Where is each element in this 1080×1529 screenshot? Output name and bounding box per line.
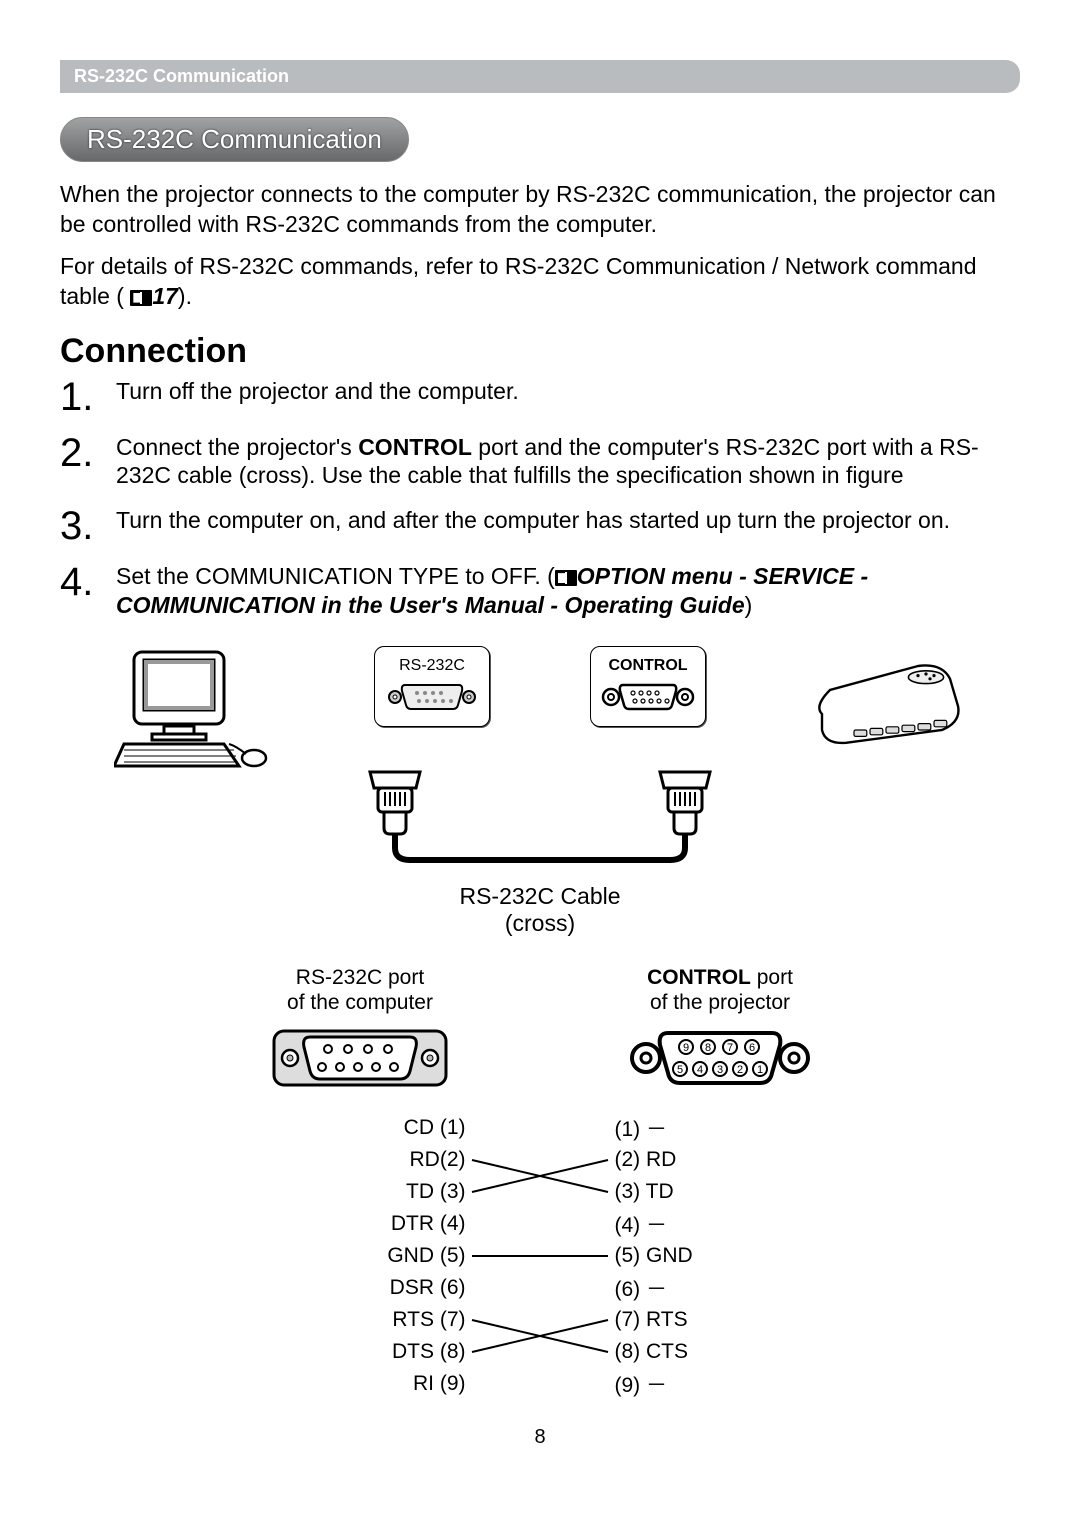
- step-2: 2. Connect the projector's CONTROL port …: [60, 433, 1020, 491]
- step4-c: ): [745, 592, 753, 618]
- pin-right-label: (3) TD: [609, 1180, 821, 1204]
- pin-left-label: DTS (8): [260, 1340, 472, 1364]
- step2-b: CONTROL: [358, 434, 472, 460]
- svg-text:5: 5: [677, 1064, 683, 1076]
- pin-row: DTS (8) (8) CTS: [260, 1336, 820, 1368]
- step-number: 4.: [60, 562, 104, 620]
- proj-port-title-1b: port: [751, 966, 793, 989]
- svg-text:9: 9: [683, 1042, 689, 1054]
- pin-right-label: (5) GND: [609, 1244, 821, 1268]
- step-1: 1. Turn off the projector and the comput…: [60, 377, 1020, 417]
- db9-small-icon: [385, 679, 479, 715]
- projector-icon: [806, 646, 966, 766]
- proj-port-title-1a: CONTROL: [647, 966, 751, 989]
- intro-paragraph-2: For details of RS-232C commands, refer t…: [60, 252, 1020, 312]
- pin-left-label: RI (9): [260, 1372, 472, 1396]
- step-number: 3.: [60, 506, 104, 546]
- pin-left-label: RTS (7): [260, 1308, 472, 1332]
- step2-a: Connect the projector's: [116, 434, 358, 460]
- computer-icon: [114, 646, 274, 776]
- header-bar: RS-232C Communication: [60, 60, 1020, 93]
- svg-text:6: 6: [749, 1042, 755, 1054]
- pin-row: DSR (6) (6) －: [260, 1272, 820, 1304]
- pc-port-title-1: RS-232C port: [296, 966, 424, 989]
- step-4: 4. Set the COMMUNICATION TYPE to OFF. (O…: [60, 562, 1020, 620]
- page-number: 8: [60, 1426, 1020, 1449]
- cable-icon: [60, 770, 1020, 875]
- pin-left-label: TD (3): [260, 1180, 472, 1204]
- rs232c-label: RS-232C: [385, 657, 479, 675]
- pin-row: RTS (7) (7) RTS: [260, 1304, 820, 1336]
- svg-text:3: 3: [717, 1064, 723, 1076]
- db9-large-numbered-icon: 9 8 7 6 5 4 3 2 1: [630, 1023, 810, 1093]
- pin-left-label: RD(2): [260, 1148, 472, 1172]
- pin-left-label: GND (5): [260, 1244, 472, 1268]
- pc-port-title-2: of the computer: [287, 991, 433, 1014]
- step-text: Set the COMMUNICATION TYPE to OFF. (OPTI…: [116, 562, 1020, 620]
- reference-number: 17: [152, 283, 178, 309]
- step-number: 2.: [60, 433, 104, 491]
- cable-label-line2: (cross): [60, 910, 1020, 937]
- projector-port-column: CONTROL port of the projector 9 8 7 6 5: [600, 965, 840, 1098]
- pin-right-label: (1) －: [609, 1113, 821, 1143]
- control-label: CONTROL: [601, 657, 695, 675]
- book-icon: [555, 570, 577, 586]
- intro-paragraph-1: When the projector connects to the compu…: [60, 180, 1020, 240]
- pin-row: RI (9) (9) －: [260, 1368, 820, 1400]
- proj-port-title-2: of the projector: [650, 991, 790, 1014]
- pin-right-label: (4) －: [609, 1209, 821, 1239]
- svg-text:8: 8: [705, 1042, 711, 1054]
- rs232c-box: RS-232C: [374, 646, 490, 727]
- pin-row: CD (1) (1) －: [260, 1112, 820, 1144]
- pin-right-label: (9) －: [609, 1369, 821, 1399]
- intro-p2a: For details of RS-232C commands, refer t…: [60, 253, 977, 309]
- step4-a: Set the COMMUNICATION TYPE to OFF. (: [116, 563, 555, 589]
- intro-p2b: ).: [178, 283, 192, 309]
- connection-heading: Connection: [60, 332, 1020, 371]
- step-number: 1.: [60, 377, 104, 417]
- step-text: Turn off the projector and the computer.: [116, 377, 519, 417]
- pin-right-label: (6) －: [609, 1273, 821, 1303]
- pin-right-label: (2) RD: [609, 1148, 821, 1172]
- pin-row: TD (3) (3) TD: [260, 1176, 820, 1208]
- pin-left-label: DTR (4): [260, 1212, 472, 1236]
- control-box: CONTROL: [590, 646, 706, 727]
- pin-row: RD(2) (2) RD: [260, 1144, 820, 1176]
- step-text: Connect the projector's CONTROL port and…: [116, 433, 1020, 491]
- svg-text:2: 2: [737, 1064, 743, 1076]
- svg-text:7: 7: [727, 1042, 733, 1054]
- db9-large-icon: [270, 1023, 450, 1093]
- db9-small-icon: [601, 679, 695, 715]
- figure-block: RS-232C CONTROL: [60, 646, 1020, 1400]
- svg-text:1: 1: [757, 1064, 763, 1076]
- pin-left-label: CD (1): [260, 1116, 472, 1140]
- pinout-table: CD (1) (1) － RD(2) (2) RD TD (3) (3) TD DTR (4…: [260, 1112, 820, 1400]
- cable-label-line1: RS-232C Cable: [60, 883, 1020, 910]
- svg-text:4: 4: [697, 1064, 703, 1076]
- step-text: Turn the computer on, and after the comp…: [116, 506, 950, 546]
- pin-right-label: (7) RTS: [609, 1308, 821, 1332]
- pin-row: DTR (4) (4) －: [260, 1208, 820, 1240]
- pin-row: GND (5) (5) GND: [260, 1240, 820, 1272]
- step-3: 3. Turn the computer on, and after the c…: [60, 506, 1020, 546]
- book-icon: [130, 290, 152, 306]
- pin-left-label: DSR (6): [260, 1276, 472, 1300]
- cable-label: RS-232C Cable (cross): [60, 883, 1020, 937]
- pc-port-column: RS-232C port of the computer: [240, 965, 480, 1098]
- pin-right-label: (8) CTS: [609, 1340, 821, 1364]
- section-pill: RS-232C Communication: [60, 117, 409, 162]
